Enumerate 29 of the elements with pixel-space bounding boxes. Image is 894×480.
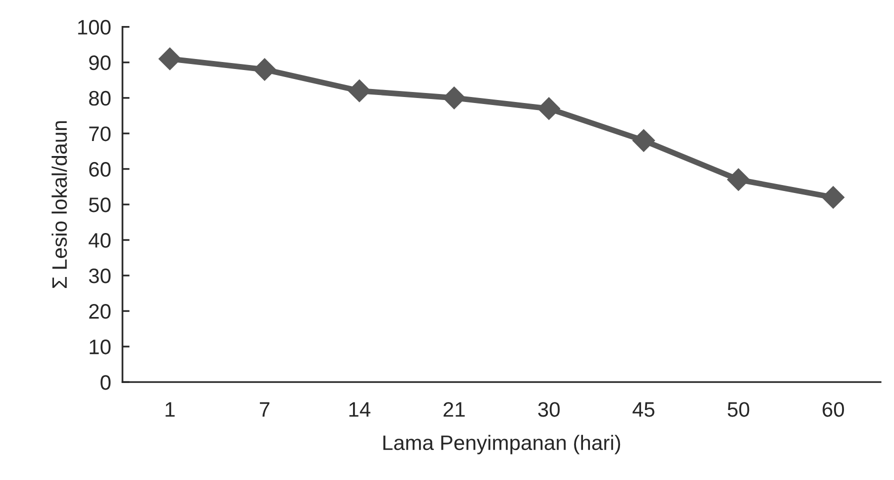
x-tick-label: 60 — [822, 402, 844, 417]
y-tick-label: 100 — [78, 20, 111, 35]
y-tick-label: 10 — [90, 340, 111, 354]
x-axis-title: Lama Penyimpanan (hari) — [383, 434, 620, 454]
y-tick-label: 90 — [89, 55, 111, 70]
y-axis-title: Σ Lesio lokal/daun — [52, 121, 67, 288]
x-tick-label: 7 — [260, 402, 270, 417]
y-tick-label: 80 — [89, 90, 111, 106]
point — [727, 168, 750, 191]
point — [442, 86, 466, 110]
x-tick-label: 1 — [166, 402, 175, 417]
x-tick-label: 21 — [444, 402, 465, 417]
y-tick-label: 40 — [88, 233, 111, 248]
y-tick-label: 0 — [100, 375, 111, 390]
x-tick-label: 50 — [728, 402, 750, 417]
x-tick-label: 30 — [538, 402, 560, 417]
point — [158, 48, 182, 70]
point — [253, 58, 276, 81]
x-tick-label: 45 — [632, 402, 654, 417]
y-tick-label: 50 — [89, 197, 111, 212]
point — [632, 129, 656, 152]
point — [538, 97, 560, 120]
y-tick-label: 30 — [88, 268, 111, 284]
y-tick-label: 60 — [89, 162, 111, 177]
x-tick-label: 14 — [349, 402, 370, 417]
y-tick-label: 20 — [89, 304, 111, 319]
y-tick-label: 70 — [89, 126, 111, 142]
point — [348, 79, 371, 102]
point — [822, 186, 845, 209]
